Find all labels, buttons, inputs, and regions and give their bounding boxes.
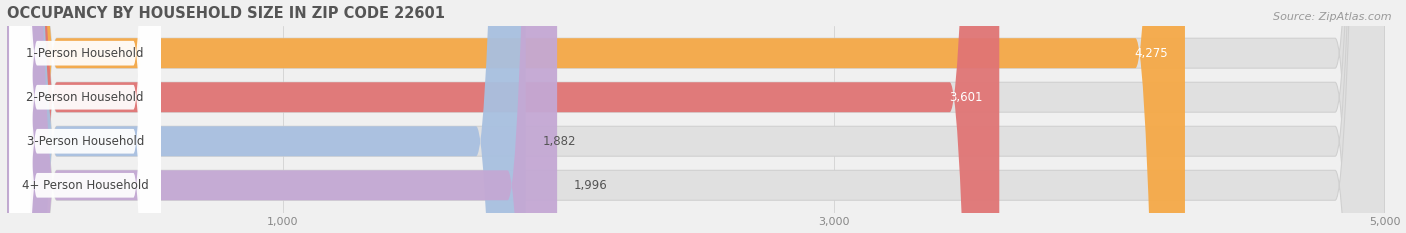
Text: 3-Person Household: 3-Person Household bbox=[27, 135, 143, 148]
FancyBboxPatch shape bbox=[7, 0, 1385, 233]
Text: 2-Person Household: 2-Person Household bbox=[27, 91, 143, 104]
FancyBboxPatch shape bbox=[7, 0, 1000, 233]
FancyBboxPatch shape bbox=[7, 0, 526, 233]
FancyBboxPatch shape bbox=[10, 0, 160, 233]
FancyBboxPatch shape bbox=[10, 0, 160, 233]
FancyBboxPatch shape bbox=[10, 0, 160, 233]
Text: 3,601: 3,601 bbox=[949, 91, 983, 104]
FancyBboxPatch shape bbox=[7, 0, 1385, 233]
FancyBboxPatch shape bbox=[7, 0, 1185, 233]
Text: 4+ Person Household: 4+ Person Household bbox=[22, 179, 149, 192]
Text: Source: ZipAtlas.com: Source: ZipAtlas.com bbox=[1274, 12, 1392, 22]
FancyBboxPatch shape bbox=[10, 0, 160, 233]
Text: 4,275: 4,275 bbox=[1135, 47, 1168, 60]
FancyBboxPatch shape bbox=[7, 0, 557, 233]
FancyBboxPatch shape bbox=[7, 0, 1385, 233]
Text: 1,996: 1,996 bbox=[574, 179, 607, 192]
Text: 1,882: 1,882 bbox=[543, 135, 575, 148]
Text: OCCUPANCY BY HOUSEHOLD SIZE IN ZIP CODE 22601: OCCUPANCY BY HOUSEHOLD SIZE IN ZIP CODE … bbox=[7, 6, 446, 21]
Text: 1-Person Household: 1-Person Household bbox=[27, 47, 143, 60]
FancyBboxPatch shape bbox=[7, 0, 1385, 233]
